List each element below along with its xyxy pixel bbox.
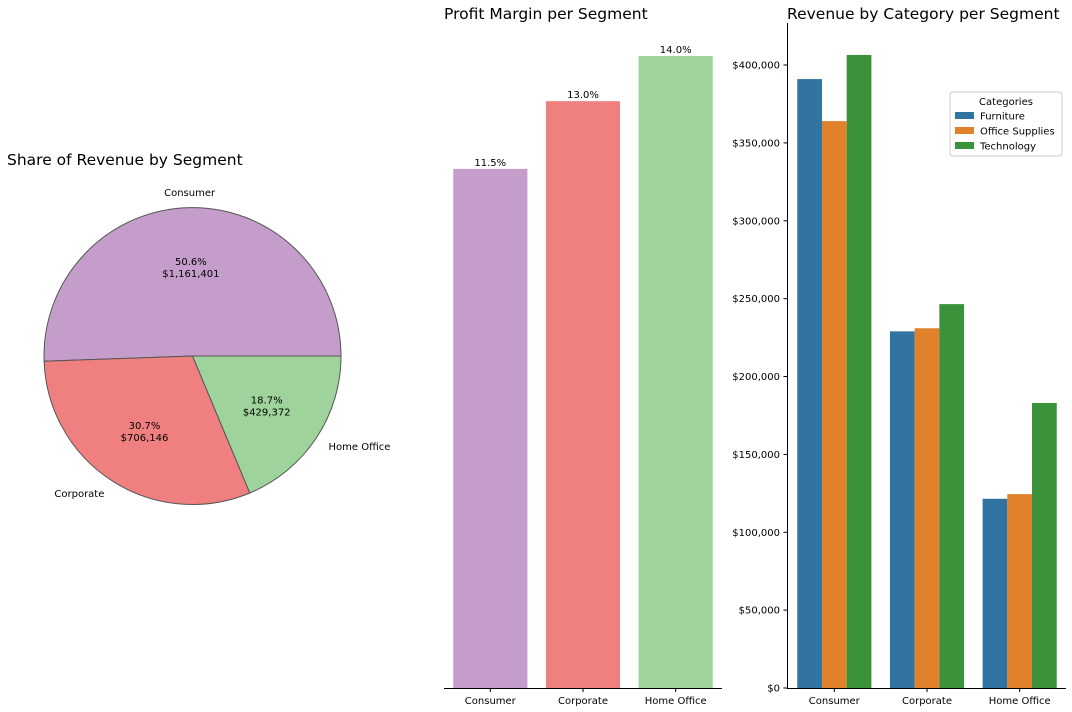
revenue-bar-corporate-furniture	[889, 331, 915, 688]
margin-bar-home-office	[638, 56, 713, 688]
revenue-x-tick-corporate: Corporate	[902, 696, 952, 707]
margin-x-ticks: Consumer Corporate Home Office	[465, 688, 707, 707]
revenue-bar-home-office-furniture	[982, 498, 1008, 688]
pie-label-corporate: Corporate	[54, 489, 104, 500]
revenue-y-tick-label: $50,000	[739, 606, 780, 617]
pie-value-corporate: $706,146	[121, 433, 169, 444]
legend-entry-office-supplies: Office Supplies	[980, 127, 1055, 138]
revenue-x-tick-consumer: Consumer	[809, 696, 861, 707]
legend-swatch-office-supplies	[955, 127, 974, 134]
revenue-bar-consumer-furniture	[797, 79, 822, 688]
pie-label-consumer: Consumer	[164, 188, 216, 199]
revenue-y-tick-label: $200,000	[732, 372, 780, 383]
pie-chart: Share of Revenue by Segment Consumer 50.6…	[7, 151, 390, 505]
margin-data-label-consumer: 11.5%	[474, 158, 506, 169]
legend-frame	[949, 91, 1063, 157]
revenue-bar-corporate-technology	[939, 304, 965, 688]
revenue-bars	[797, 54, 1057, 689]
margin-x-tick-home-office: Home Office	[645, 696, 707, 707]
pie-slice-consumer	[43, 207, 342, 362]
margin-bar-corporate	[545, 101, 621, 688]
pie-percent-corporate: 30.7%	[129, 421, 161, 432]
revenue-y-tick-label: $400,000	[732, 61, 780, 72]
pie-value-consumer: $1,161,401	[162, 269, 219, 280]
revenue-x-ticks: Consumer Corporate Home Office	[809, 688, 1051, 707]
margin-x-tick-consumer: Consumer	[465, 696, 517, 707]
revenue-bar-consumer-office-supplies	[821, 121, 847, 689]
pie-percent-home-office: 18.7%	[251, 395, 283, 406]
revenue-bar-consumer-technology	[846, 54, 872, 689]
margin-bars: 11.5% 13.0% 14.0%	[453, 45, 713, 689]
legend-swatch-technology	[955, 142, 974, 149]
legend: Categories Furniture Office Supplies Techno…	[949, 91, 1063, 157]
revenue-y-tick-label: $100,000	[732, 528, 780, 539]
pie-title: Share of Revenue by Segment	[7, 151, 243, 169]
revenue-y-tick-label: $150,000	[732, 450, 780, 461]
pie-label-home-office: Home Office	[329, 442, 391, 453]
legend-title: Categories	[979, 97, 1033, 108]
revenue-chart: Revenue by Category per Segment $0 $50,00…	[732, 5, 1066, 707]
margin-x-tick-corporate: Corporate	[558, 696, 608, 707]
margin-data-label-home-office: 14.0%	[660, 45, 692, 56]
revenue-bar-home-office-technology	[1032, 403, 1057, 688]
pie-labels: Consumer 50.6%$1,161,401 Corporate 30.7%$70…	[54, 188, 390, 500]
revenue-y-ticks: $0 $50,000 $100,000 $150,000 $200,000 $250,00…	[732, 61, 788, 695]
margin-chart: Profit Margin per Segment 11.5% 13.0% 14.0…	[444, 5, 722, 707]
revenue-bar-corporate-office-supplies	[914, 328, 940, 688]
legend-entry-furniture: Furniture	[980, 112, 1025, 123]
revenue-y-tick-label: $300,000	[732, 216, 780, 227]
revenue-x-tick-home-office: Home Office	[989, 696, 1051, 707]
margin-title: Profit Margin per Segment	[444, 5, 648, 23]
revenue-bar-home-office-office-supplies	[1007, 494, 1033, 688]
pie-percent-consumer: 50.6%	[175, 257, 207, 268]
revenue-title: Revenue by Category per Segment	[787, 5, 1060, 23]
legend-swatch-furniture	[955, 112, 974, 119]
revenue-y-tick-label: $0	[767, 684, 780, 695]
pie-slices	[43, 207, 342, 505]
legend-entry-technology: Technology	[979, 142, 1036, 153]
margin-bar-consumer	[453, 168, 528, 689]
revenue-y-tick-label: $350,000	[732, 138, 780, 149]
pie-slice-corporate	[43, 355, 251, 505]
margin-data-label-corporate: 13.0%	[567, 90, 599, 101]
revenue-y-tick-label: $250,000	[732, 294, 780, 305]
pie-value-home-office: $429,372	[243, 407, 291, 418]
pie-slice-home-office	[191, 355, 342, 494]
